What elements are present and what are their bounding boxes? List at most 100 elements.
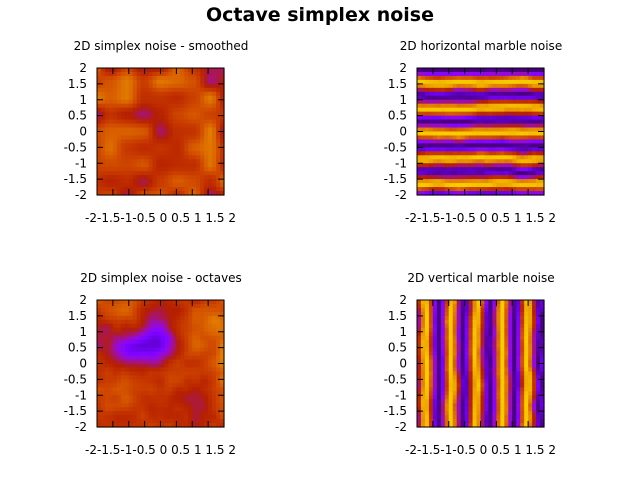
- heatmap-cell: [468, 163, 474, 168]
- heatmap-cell: [532, 387, 537, 392]
- heatmap-cell: [508, 331, 513, 337]
- heatmap-cell: [424, 423, 430, 428]
- heatmap-cell: [176, 343, 181, 349]
- heatmap-cell: [504, 303, 509, 309]
- heatmap-cell: [512, 123, 517, 129]
- heatmap-cell: [420, 415, 426, 420]
- heatmap-cell: [132, 183, 138, 188]
- heatmap-cell: [496, 375, 501, 380]
- heatmap-cell: [516, 91, 521, 97]
- heatmap-cell: [212, 79, 217, 85]
- heatmap-cell: [124, 99, 130, 105]
- heatmap-cell: [144, 415, 150, 420]
- heatmap-cell: [152, 103, 158, 109]
- heatmap-cell: [120, 123, 126, 129]
- heatmap-cell: [524, 119, 529, 125]
- heatmap-cell: [172, 135, 177, 141]
- heatmap-cell: [424, 187, 430, 192]
- heatmap-cell: [424, 75, 430, 81]
- heatmap-cell: [436, 87, 442, 93]
- heatmap-cell: [472, 139, 478, 145]
- heatmap-cell: [504, 331, 509, 337]
- heatmap-cell: [460, 95, 466, 101]
- heatmap-cell: [216, 395, 221, 400]
- heatmap-cell: [108, 311, 114, 317]
- heatmap-cell: [188, 387, 193, 392]
- heatmap-cell: [120, 175, 126, 180]
- heatmap-cell: [128, 311, 134, 317]
- heatmap-cell: [484, 411, 490, 416]
- heatmap-cell: [476, 107, 482, 113]
- heatmap-cell: [168, 99, 174, 105]
- heatmap-cell: [132, 68, 138, 73]
- heatmap-cell: [152, 303, 158, 309]
- heatmap-cell: [140, 351, 146, 357]
- heatmap-cell: [116, 387, 122, 392]
- heatmap-cell: [417, 411, 422, 416]
- heatmap-cell: [528, 119, 533, 125]
- heatmap-cell: [468, 79, 474, 85]
- heatmap-cell: [436, 115, 442, 121]
- heatmap-cell: [468, 339, 474, 345]
- heatmap-cell: [424, 151, 430, 156]
- heatmap-cell: [444, 423, 450, 428]
- heatmap-cell: [136, 371, 142, 377]
- heatmap-cell: [104, 183, 110, 188]
- heatmap-cell: [500, 163, 505, 168]
- heatmap-cell: [172, 331, 177, 337]
- heatmap-cell: [220, 83, 225, 89]
- heatmap-cell: [164, 311, 170, 317]
- heatmap-cell: [144, 135, 150, 141]
- heatmap-cell: [196, 183, 201, 188]
- heatmap-cell: [212, 339, 217, 345]
- heatmap-cell: [184, 91, 189, 97]
- heatmap-cell: [140, 303, 146, 309]
- heatmap-cell: [200, 171, 205, 176]
- heatmap-cell: [152, 143, 158, 148]
- heatmap-cell: [488, 395, 494, 400]
- heatmap-cell: [136, 335, 142, 341]
- heatmap-cell: [520, 187, 525, 192]
- heatmap-cell: [108, 367, 114, 373]
- heatmap-cell: [496, 387, 501, 392]
- heatmap-cell: [108, 83, 114, 89]
- heatmap-cell: [448, 123, 454, 129]
- heatmap-cell: [504, 375, 509, 380]
- heatmap-cell: [444, 68, 450, 73]
- heatmap-cell: [508, 79, 513, 85]
- heatmap-cell: [440, 415, 446, 420]
- heatmap-cell: [528, 95, 533, 101]
- heatmap-cell: [176, 127, 181, 133]
- heatmap-cell: [128, 411, 134, 416]
- heatmap-cell: [176, 331, 181, 337]
- heatmap-cell: [492, 355, 497, 361]
- heatmap-cell: [516, 111, 521, 117]
- heatmap-cell: [192, 99, 197, 105]
- heatmap-cell: [420, 359, 426, 365]
- heatmap-cell: [456, 151, 462, 156]
- heatmap-cell: [528, 363, 533, 369]
- heatmap-cell: [172, 155, 177, 160]
- heatmap-cell: [168, 107, 174, 113]
- heatmap-cell: [460, 395, 466, 400]
- heatmap-cell: [488, 355, 494, 361]
- heatmap-cell: [97, 323, 102, 329]
- heatmap-cell: [472, 327, 478, 333]
- heatmap-cell: [204, 339, 209, 345]
- heatmap-cell: [484, 107, 490, 113]
- heatmap-cell: [164, 79, 170, 85]
- heatmap-cell: [440, 91, 446, 97]
- heatmap-cell: [188, 143, 193, 148]
- heatmap-cell: [168, 103, 174, 109]
- heatmap-cell: [212, 71, 217, 77]
- heatmap-cell: [176, 179, 181, 184]
- heatmap-cell: [108, 419, 114, 424]
- heatmap-cell: [536, 95, 541, 101]
- heatmap-cell: [120, 75, 126, 81]
- heatmap-cell: [488, 347, 494, 353]
- heatmap-cell: [504, 351, 509, 357]
- heatmap-cell: [100, 75, 106, 81]
- heatmap-cell: [532, 115, 537, 121]
- heatmap-cell: [212, 99, 217, 105]
- heatmap-cell: [172, 175, 177, 180]
